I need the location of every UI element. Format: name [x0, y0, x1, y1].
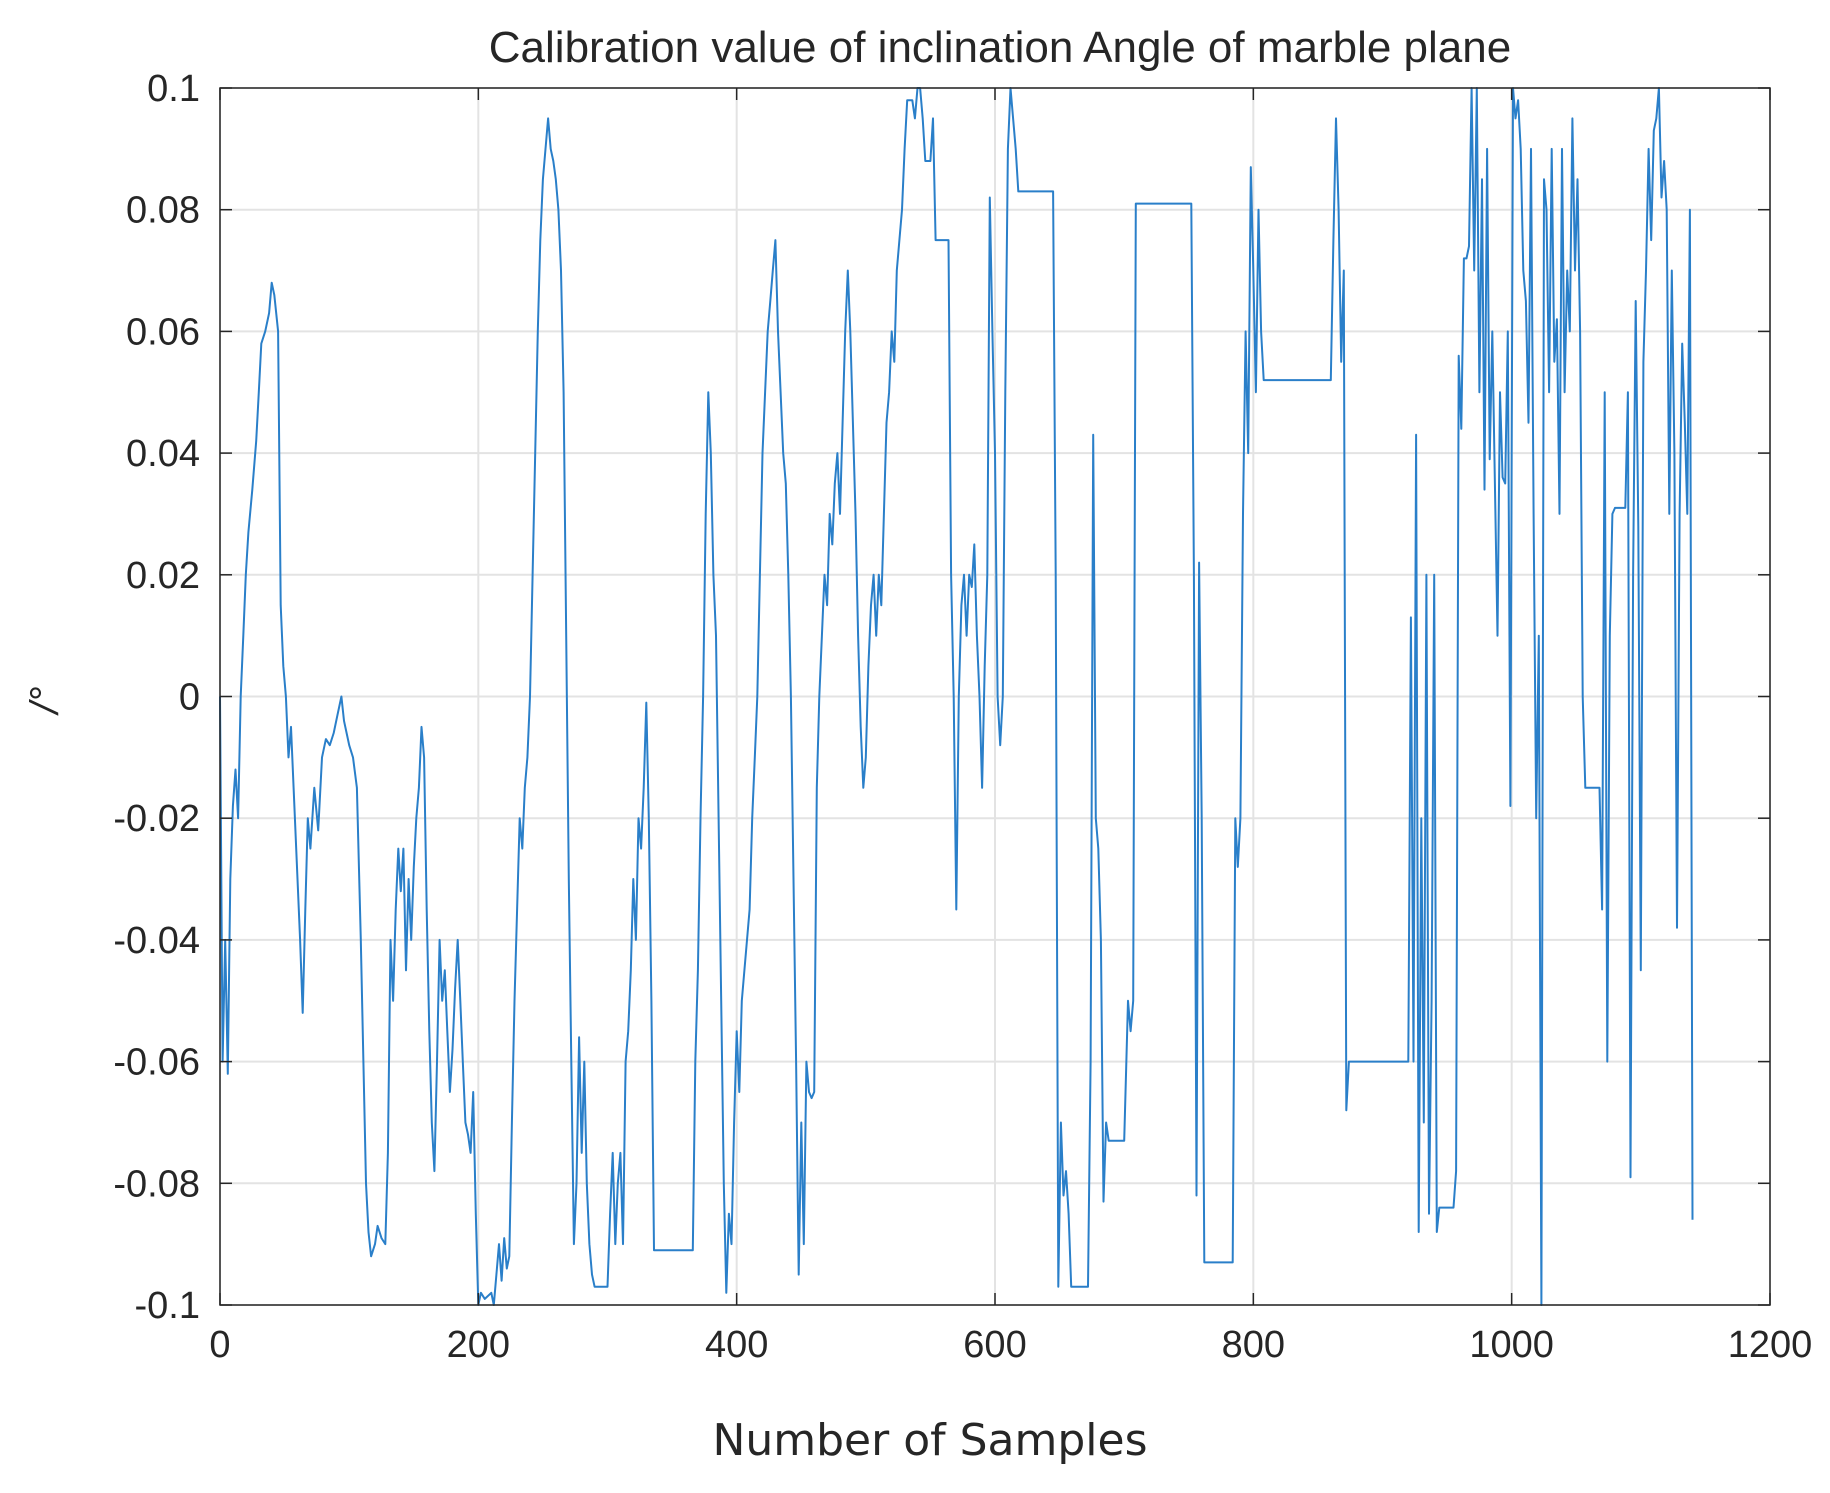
- y-tick-label: 0.1: [147, 68, 200, 110]
- x-tick-label: 600: [963, 1324, 1026, 1366]
- x-tick-label: 800: [1222, 1324, 1285, 1366]
- y-tick-label: -0.04: [113, 920, 200, 962]
- series-line: [219, 87, 1694, 1306]
- y-tick-label: 0.04: [126, 433, 200, 475]
- x-tick-label: 200: [447, 1324, 510, 1366]
- y-tick-label: 0.08: [126, 190, 200, 232]
- y-tick-label: -0.08: [113, 1163, 200, 1205]
- x-axis-label: Number of Samples: [712, 1415, 1147, 1466]
- y-tick-label: 0: [179, 677, 200, 719]
- x-tick-label: 1000: [1469, 1324, 1554, 1366]
- x-tick-label: 400: [705, 1324, 768, 1366]
- y-axis-label: /°: [23, 686, 67, 716]
- y-tick-labels: 0.1 0.08 0.06 0.04 0.02 0 -0.02 -0.04 -0.06 -0.08…: [113, 68, 200, 1327]
- x-tick-label: 1200: [1728, 1324, 1813, 1366]
- y-tick-label: -0.1: [135, 1285, 200, 1327]
- y-tick-label: 0.06: [126, 311, 200, 353]
- series-group: [219, 87, 1694, 1306]
- x-tick-labels: 0 200 400 600 800 1000 1200: [209, 1324, 1812, 1366]
- y-tick-label: -0.06: [113, 1042, 200, 1084]
- axis-ticks: [219, 87, 1771, 1306]
- chart-title: Calibration value of inclination Angle o…: [489, 23, 1511, 72]
- y-tick-label: -0.02: [113, 798, 200, 840]
- y-tick-label: 0.02: [126, 555, 200, 597]
- x-tick-label: 0: [209, 1324, 230, 1366]
